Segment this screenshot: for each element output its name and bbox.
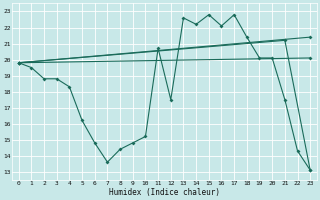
X-axis label: Humidex (Indice chaleur): Humidex (Indice chaleur) [109,188,220,197]
